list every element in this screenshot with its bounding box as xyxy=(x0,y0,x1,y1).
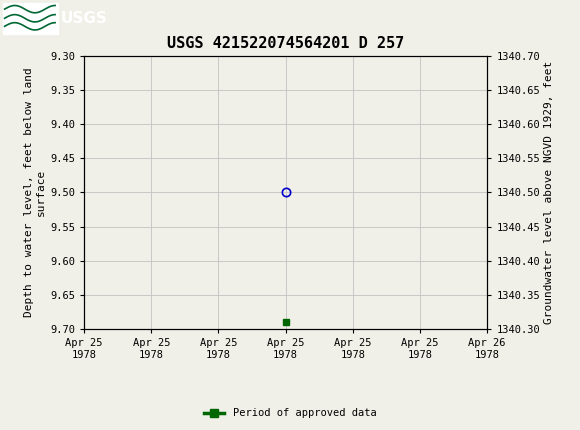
Y-axis label: Groundwater level above NGVD 1929, feet: Groundwater level above NGVD 1929, feet xyxy=(544,61,554,324)
Bar xyxy=(3,3,58,34)
Y-axis label: Depth to water level, feet below land
surface: Depth to water level, feet below land su… xyxy=(24,68,46,317)
Text: USGS: USGS xyxy=(61,11,108,26)
Title: USGS 421522074564201 D 257: USGS 421522074564201 D 257 xyxy=(167,36,404,51)
Legend: Period of approved data: Period of approved data xyxy=(200,404,380,423)
